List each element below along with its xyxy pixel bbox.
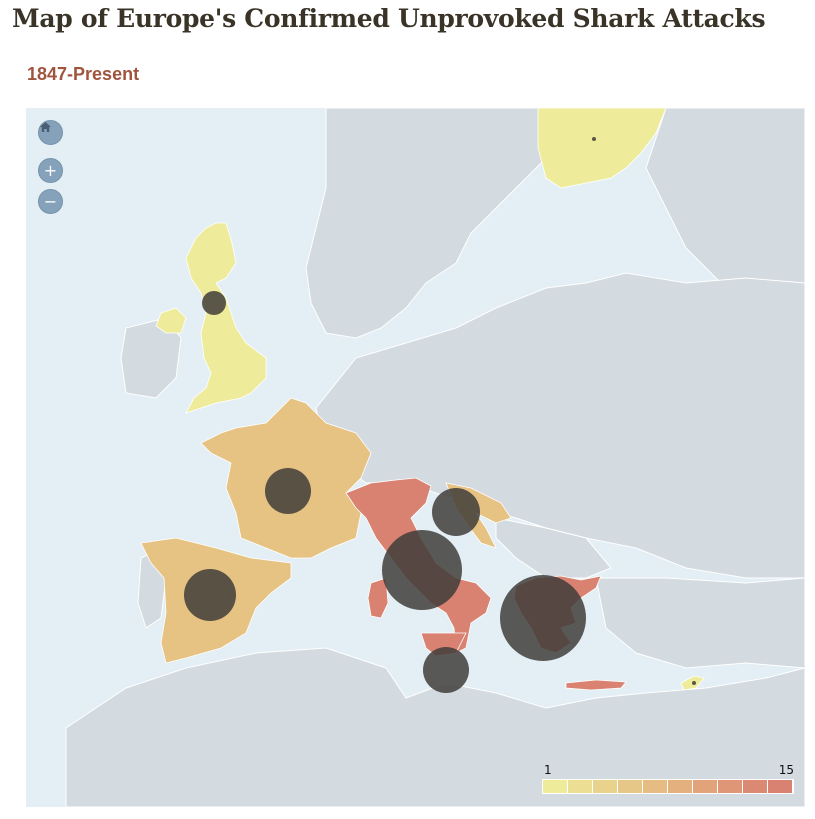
bubble-spain xyxy=(184,569,236,621)
legend-swatch xyxy=(693,780,718,793)
page-title: Map of Europe's Confirmed Unprovoked Sha… xyxy=(12,4,766,33)
color-legend: 1 15 xyxy=(542,763,794,799)
bubble-sicily xyxy=(423,647,469,693)
base-land xyxy=(65,108,805,807)
legend-swatch xyxy=(618,780,643,793)
legend-swatch xyxy=(568,780,593,793)
country-sweden xyxy=(537,108,667,189)
legend-swatch xyxy=(668,780,693,793)
home-button[interactable] xyxy=(38,120,63,145)
legend-min-label: 1 xyxy=(544,763,552,777)
legend-swatch xyxy=(743,780,768,793)
map-frame[interactable]: + − 1 15 xyxy=(26,108,805,807)
zoom-in-button[interactable]: + xyxy=(38,158,63,183)
bubble-italy xyxy=(382,530,462,610)
map-canvas[interactable] xyxy=(26,108,805,807)
bubble-sweden xyxy=(592,137,596,141)
country-crete xyxy=(565,679,627,691)
zoom-out-button[interactable]: − xyxy=(38,189,63,214)
legend-swatch xyxy=(768,780,793,793)
bubble-scotland xyxy=(202,291,226,315)
legend-swatch xyxy=(543,780,568,793)
bubble-greece xyxy=(500,575,586,661)
legend-swatches xyxy=(542,779,794,794)
country-united-kingdom xyxy=(185,222,267,414)
bubble-france xyxy=(265,468,311,514)
country-northern-ireland xyxy=(155,307,187,334)
house-icon xyxy=(40,122,51,132)
bubble-cyprus xyxy=(692,681,696,685)
legend-swatch xyxy=(643,780,668,793)
attack-bubbles xyxy=(184,137,696,693)
bubble-croatia xyxy=(432,488,480,536)
legend-swatch xyxy=(593,780,618,793)
legend-max-label: 15 xyxy=(778,763,794,777)
legend-swatch xyxy=(718,780,743,793)
page-subtitle: 1847-Present xyxy=(27,64,140,84)
